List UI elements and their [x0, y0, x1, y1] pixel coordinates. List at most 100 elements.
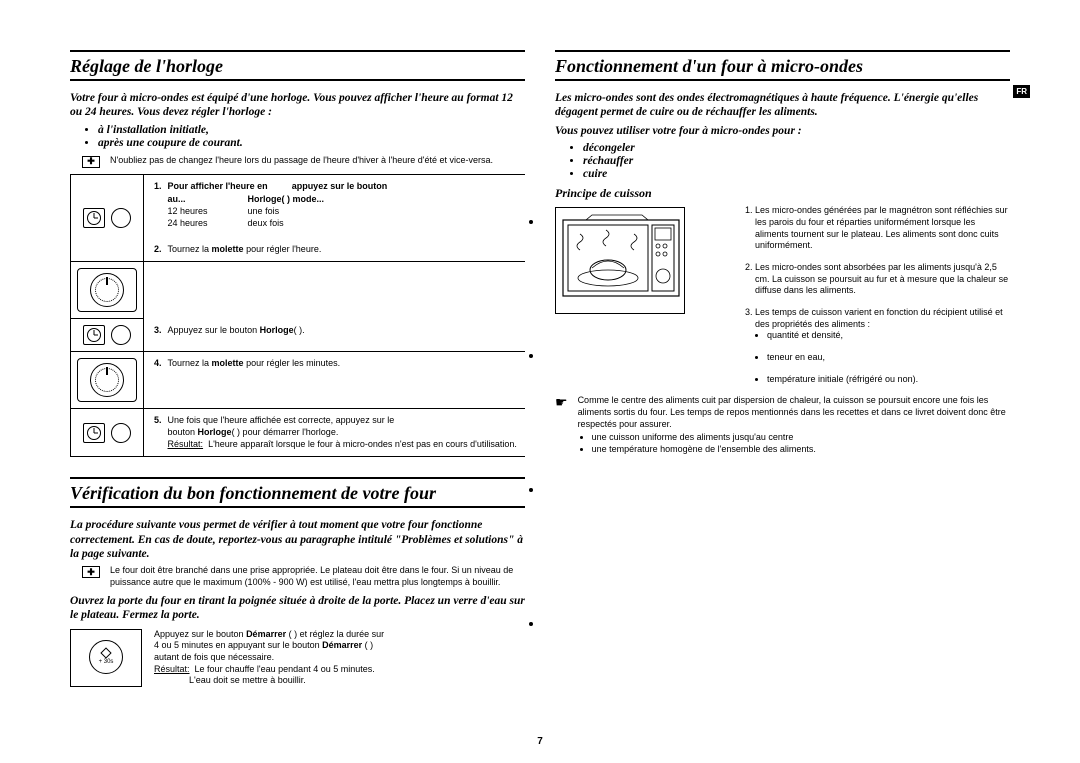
intro-text: La procédure suivante vous permet de vér… — [70, 518, 525, 561]
manual-page: FR Réglage de l'horloge Votre four à mic… — [0, 0, 1080, 763]
note-row: ✚ N'oubliez pas de changez l'heure lors … — [82, 155, 525, 168]
clock-icon — [83, 325, 105, 345]
bullet: à l'installation initiatle, — [98, 124, 525, 136]
step-text: 1. Pour afficher l'heure en appuyez sur … — [144, 174, 526, 237]
heading-clock: Réglage de l'horloge — [70, 56, 525, 77]
intro-bullets: décongeler réchauffer cuire — [583, 142, 1010, 180]
step-icon-cell — [71, 319, 144, 352]
step-text: 4. Tournez la molette pour régler les mi… — [144, 352, 526, 409]
rule — [70, 477, 525, 479]
bullet: réchauffer — [583, 155, 1010, 167]
clock-icon — [83, 423, 105, 443]
section-verify: Vérification du bon fonctionnement de vo… — [70, 477, 525, 687]
label: 24 heures — [168, 218, 208, 228]
microwave-icon — [562, 214, 680, 302]
intro-bullets: à l'installation initiatle, après une co… — [98, 124, 525, 149]
step-text: 2. Tournez la molette pour régler l'heur… — [144, 238, 526, 262]
sub-list: quantité et densité, teneur en eau, temp… — [767, 330, 1010, 385]
left-column: Réglage de l'horloge Votre four à micro-… — [70, 50, 525, 707]
heading-verify: Vérification du bon fonctionnement de vo… — [70, 483, 525, 504]
intro-text: Ouvrez la porte du four en tirant la poi… — [70, 594, 525, 623]
sub-item: quantité et densité, — [767, 330, 1010, 342]
dial-icon — [77, 358, 137, 402]
step-number: 4. — [154, 358, 162, 370]
note-icon: ✚ — [82, 156, 100, 168]
verify-step: + 30s Appuyez sur le bouton Démarrer ( )… — [70, 629, 525, 687]
bullet: après une coupure de courant. — [98, 137, 525, 149]
page-number: 7 — [537, 736, 543, 747]
principle-block: Les micro-ondes générées par le magnétro… — [555, 205, 1010, 385]
pointer-note: ☛ Comme le centre des aliments cuit par … — [555, 395, 1010, 455]
sub-item: une cuisson uniforme des aliments jusqu'… — [592, 432, 1010, 444]
sub-item: une température homogène de l'ensemble d… — [592, 444, 1010, 456]
clock-button-icons — [77, 208, 137, 228]
pointer-icon: ☛ — [555, 394, 568, 455]
rule — [70, 50, 525, 52]
label: une fois — [248, 206, 280, 216]
step-number: 2. — [154, 244, 162, 256]
round-button-icon — [111, 423, 131, 443]
step-icon-cell — [71, 352, 144, 409]
col-head: Pour afficher l'heure en — [168, 181, 268, 193]
step-icon-cell — [71, 174, 144, 261]
note-text: Le four doit être branché dans une prise… — [110, 565, 525, 588]
bullet: décongeler — [583, 142, 1010, 154]
heading-operation: Fonctionnement d'un four à micro-ondes — [555, 56, 1010, 77]
principle-item: Les micro-ondes générées par le magnétro… — [755, 205, 1010, 252]
binding-dots — [529, 220, 533, 626]
dial-icon — [77, 268, 137, 312]
note-row: ✚ Le four doit être branché dans une pri… — [82, 565, 525, 588]
step-icon-cell: + 30s — [70, 629, 142, 687]
note-text: N'oubliez pas de changez l'heure lors du… — [110, 155, 493, 168]
section-operation: Fonctionnement d'un four à micro-ondes L… — [555, 50, 1010, 456]
diamond-icon — [100, 647, 111, 658]
subheading-principle: Principe de cuisson — [555, 186, 1010, 201]
right-column: Fonctionnement d'un four à micro-ondes L… — [555, 50, 1010, 707]
step-number: 5. — [154, 415, 162, 450]
section-clock: Réglage de l'horloge Votre four à micro-… — [70, 50, 525, 457]
step-text: 5. Une fois que l'heure affichée est cor… — [144, 409, 526, 457]
sub-item: température initiale (réfrigéré ou non). — [767, 374, 1010, 386]
label: Horloge( ) mode... — [248, 194, 325, 204]
spacer — [144, 262, 526, 319]
clock-button-icons — [77, 423, 137, 443]
principle-list: Les micro-ondes générées par le magnétro… — [755, 205, 1010, 385]
microwave-illustration — [555, 207, 685, 314]
clock-icon — [83, 208, 105, 228]
intro-text: Vous pouvez utiliser votre four à micro-… — [555, 124, 1010, 138]
step-icon-cell — [71, 409, 144, 457]
round-button-icon — [111, 325, 131, 345]
col-head: appuyez sur le bouton — [292, 181, 388, 193]
rule — [70, 79, 525, 81]
step-body: Appuyez sur le bouton Démarrer ( ) et ré… — [154, 629, 525, 687]
intro-text: Les micro-ondes sont des ondes électroma… — [555, 91, 1010, 120]
principle-item: Les micro-ondes sont absorbées par les a… — [755, 262, 1010, 297]
pointer-sublist: une cuisson uniforme des aliments jusqu'… — [592, 432, 1010, 455]
rule — [70, 506, 525, 508]
two-column-layout: Réglage de l'horloge Votre four à micro-… — [70, 50, 1010, 707]
steps-table: 1. Pour afficher l'heure en appuyez sur … — [70, 174, 525, 458]
rule — [555, 50, 1010, 52]
step-body: Tournez la molette pour régler l'heure. — [168, 244, 322, 256]
principle-item: Les temps de cuisson varient en fonction… — [755, 307, 1010, 385]
round-button-icon — [111, 208, 131, 228]
step-icon-cell — [71, 262, 144, 319]
label: deux fois — [248, 218, 284, 228]
step-body: Une fois que l'heure affichée est correc… — [168, 415, 517, 450]
intro-text: Votre four à micro-ondes est équipé d'un… — [70, 91, 525, 120]
sub-item: teneur en eau, — [767, 352, 1010, 364]
step-text: 3. Appuyez sur le bouton Horloge( ). — [144, 319, 526, 352]
dial-label: + 30s — [99, 659, 114, 665]
step-number: 1. — [154, 181, 162, 232]
pointer-text: Comme le centre des aliments cuit par di… — [578, 395, 1010, 455]
label: au... — [168, 194, 186, 204]
language-tab: FR — [1013, 85, 1030, 98]
rule — [555, 79, 1010, 81]
step-body: Appuyez sur le bouton Horloge( ). — [168, 325, 305, 337]
note-icon: ✚ — [82, 566, 100, 578]
step-body: Tournez la molette pour régler les minut… — [168, 358, 341, 370]
start-dial-icon: + 30s — [79, 634, 133, 680]
step-number: 3. — [154, 325, 162, 337]
clock-button-icons — [77, 325, 137, 345]
label: 12 heures — [168, 206, 208, 216]
